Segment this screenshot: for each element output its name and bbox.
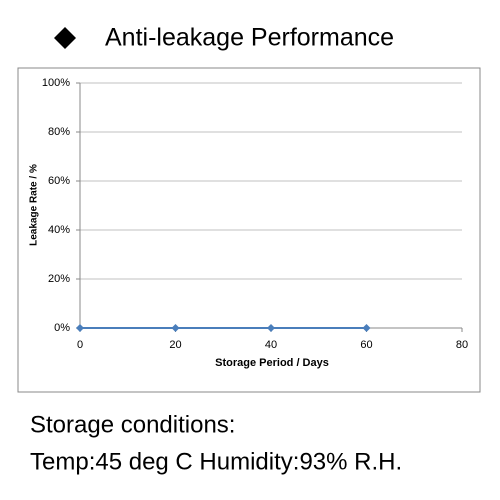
title: Anti-leakage Performance (105, 24, 394, 52)
y-axis-label: Leakage Rate / % (29, 164, 40, 246)
footer-line: Storage conditions: (30, 411, 235, 438)
y-tick-label: 20% (48, 273, 70, 285)
x-tick-label: 60 (360, 339, 372, 351)
y-tick-label: 80% (48, 126, 70, 138)
x-tick-label: 80 (456, 339, 468, 351)
y-tick-label: 60% (48, 175, 70, 187)
y-tick-label: 40% (48, 224, 70, 236)
x-tick-label: 40 (265, 339, 277, 351)
x-tick-label: 20 (169, 339, 181, 351)
point-marker (267, 324, 275, 332)
bullet (54, 27, 76, 49)
point-marker (362, 324, 371, 332)
y-tick-label: 100% (42, 77, 70, 89)
x-tick-label: 0 (77, 339, 83, 351)
y-tick-label: 0% (54, 322, 70, 334)
point-marker (171, 324, 180, 332)
point-marker (76, 324, 84, 332)
footer-line: Temp:45 deg C Humidity:93% R.H. (30, 448, 402, 475)
x-axis-label: Storage Period / Days (215, 357, 329, 369)
